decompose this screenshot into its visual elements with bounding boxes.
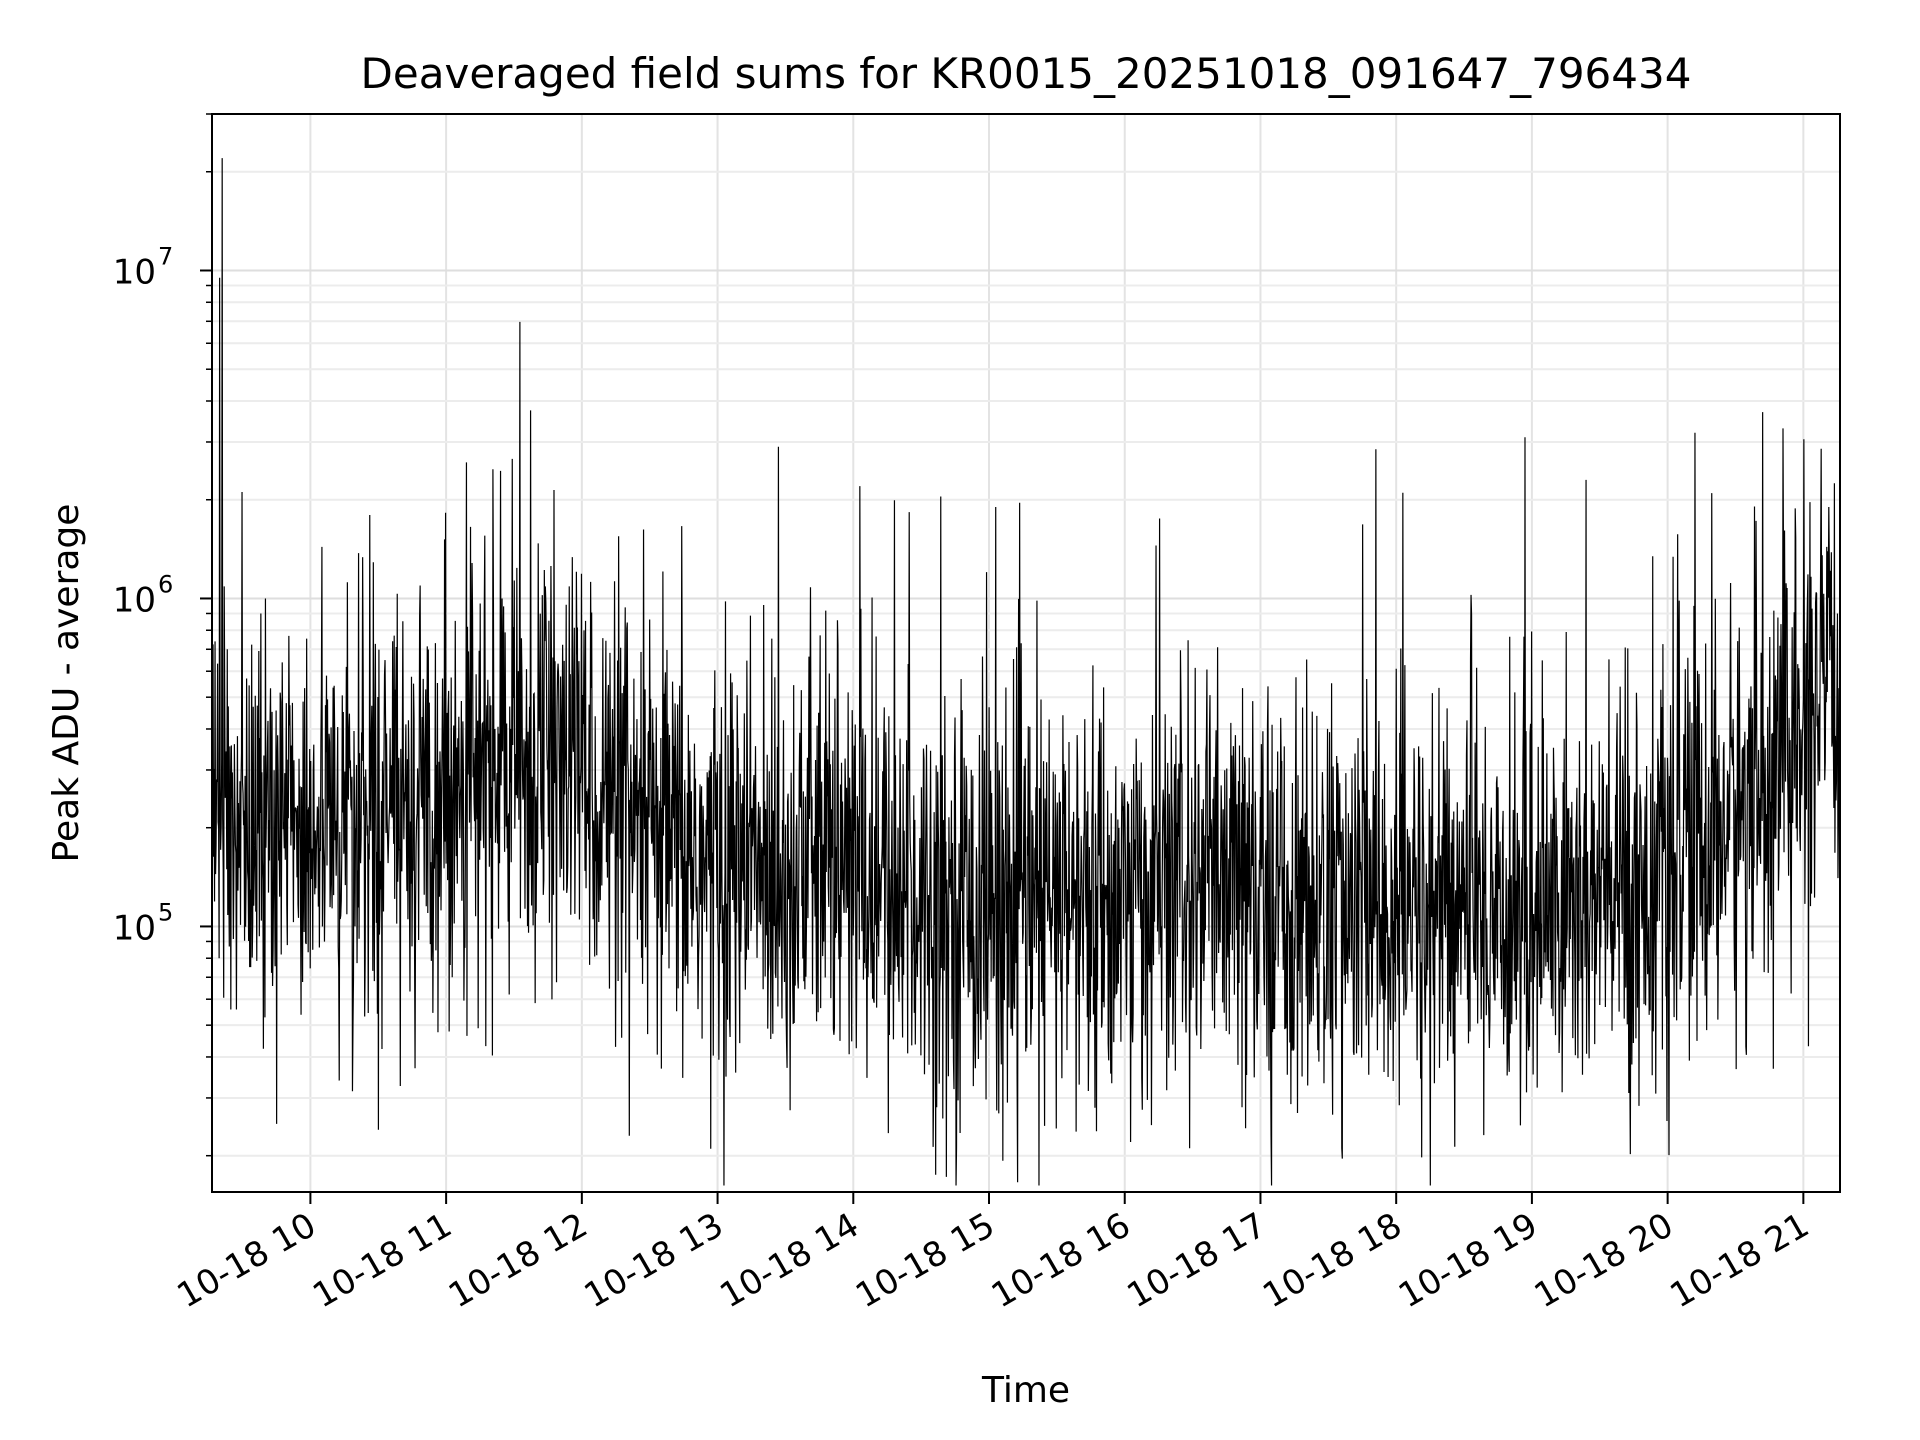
- chart-title: Deaveraged field sums for KR0015_2025101…: [361, 49, 1692, 98]
- y-tick-label-exponent: 7: [158, 242, 173, 270]
- y-tick-label: 10: [113, 252, 156, 292]
- axes-frame: [211, 113, 1841, 1193]
- y-axis-label: Peak ADU - average: [46, 504, 87, 863]
- y-tick-label-exponent: 6: [158, 570, 173, 598]
- series-line-deaveraged-field-sum: [211, 158, 1841, 1186]
- y-tick-label: 10: [113, 580, 156, 620]
- x-axis-label: Time: [981, 1370, 1070, 1411]
- y-tick-label: 10: [113, 908, 156, 948]
- plot-series-group: [211, 158, 1841, 1186]
- y-tick-label-exponent: 5: [158, 898, 173, 926]
